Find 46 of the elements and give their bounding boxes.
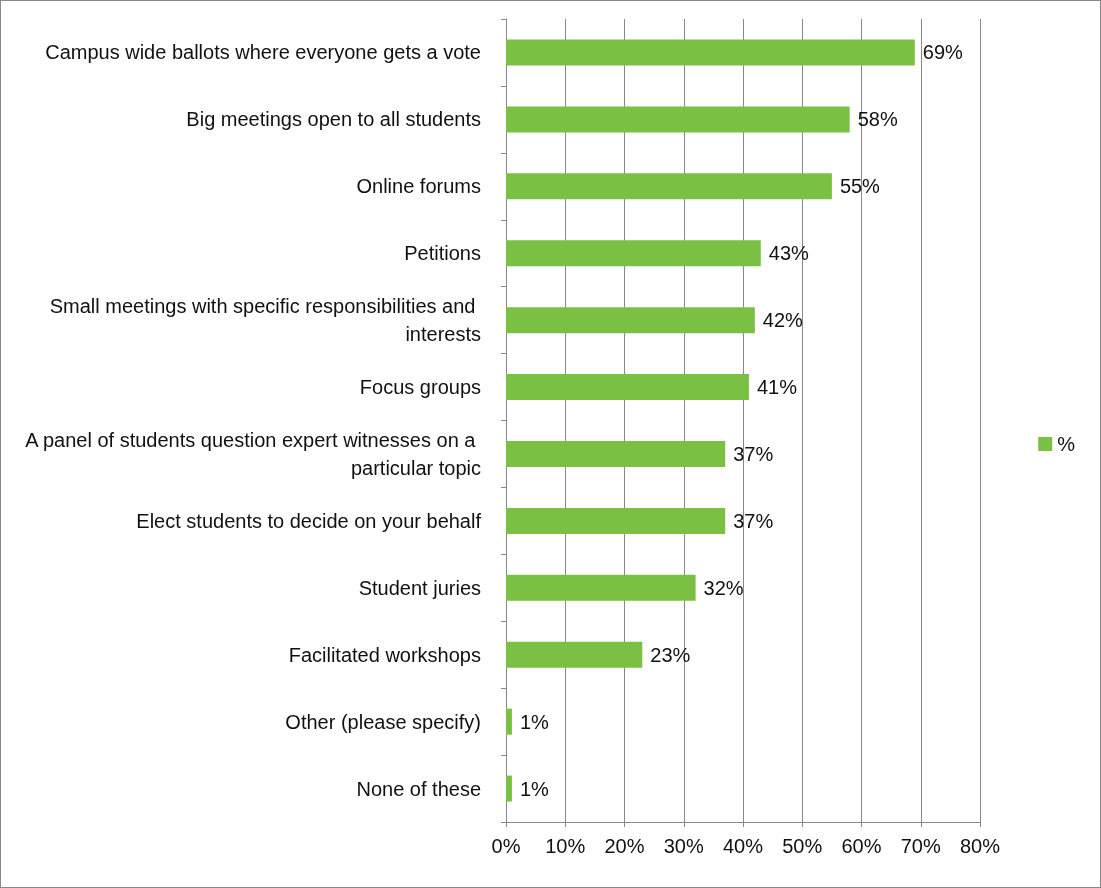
x-tick-label: 30% (663, 835, 704, 857)
y-tick-label: Focus groups (359, 376, 481, 399)
data-label: 43% (768, 242, 810, 265)
bar (506, 307, 755, 334)
x-tick-label: 60% (841, 835, 882, 857)
data-label: 69% (922, 41, 964, 64)
y-tick-label: Online forums (356, 175, 481, 198)
bar (506, 507, 726, 534)
y-tick-label: None of these (356, 777, 481, 800)
x-tick-label: 40% (722, 835, 764, 857)
x-tick-label: 50% (782, 835, 823, 857)
bar (506, 240, 761, 267)
y-tick-label: Student juries (358, 576, 481, 599)
data-label: 37% (733, 442, 774, 465)
x-tick-label: 20% (604, 835, 645, 857)
bar (506, 775, 512, 802)
x-tick-label: 0% (491, 835, 521, 857)
bar (506, 39, 915, 66)
bar (506, 106, 850, 133)
bar (506, 440, 726, 467)
data-label: 41% (756, 376, 798, 399)
x-tick-label: 70% (900, 835, 941, 857)
legend-label: % (1057, 433, 1076, 455)
y-tick-label: Facilitated workshops (288, 643, 481, 666)
bar (506, 173, 832, 200)
bar (506, 374, 749, 401)
y-tick-label: Other (please specify) (285, 710, 481, 733)
data-label: 55% (839, 175, 881, 198)
y-tick-label: Big meetings open to all students (186, 108, 481, 131)
x-tick-label: 10% (545, 835, 586, 857)
bar (506, 708, 512, 735)
y-tick-label: A panel of students question expert witnesses on a particular topic (25, 428, 481, 479)
data-label: 42% (762, 309, 804, 332)
data-label: 37% (733, 509, 774, 532)
bar (506, 641, 643, 668)
y-tick-label: Petitions (404, 242, 481, 265)
data-label: 32% (703, 576, 744, 599)
x-tick-label: 80% (959, 835, 1001, 857)
data-label: 1% (519, 710, 550, 733)
y-tick-label: Campus wide ballots where everyone gets a vote (45, 41, 481, 64)
data-label: 23% (650, 643, 691, 666)
bar (506, 574, 696, 601)
y-tick-label: Elect students to decide on your behalf (136, 509, 482, 532)
data-label: 1% (519, 777, 550, 800)
y-tick-label: Small meetings with specific responsibilities and interests (49, 295, 481, 346)
data-label: 58% (857, 108, 898, 131)
